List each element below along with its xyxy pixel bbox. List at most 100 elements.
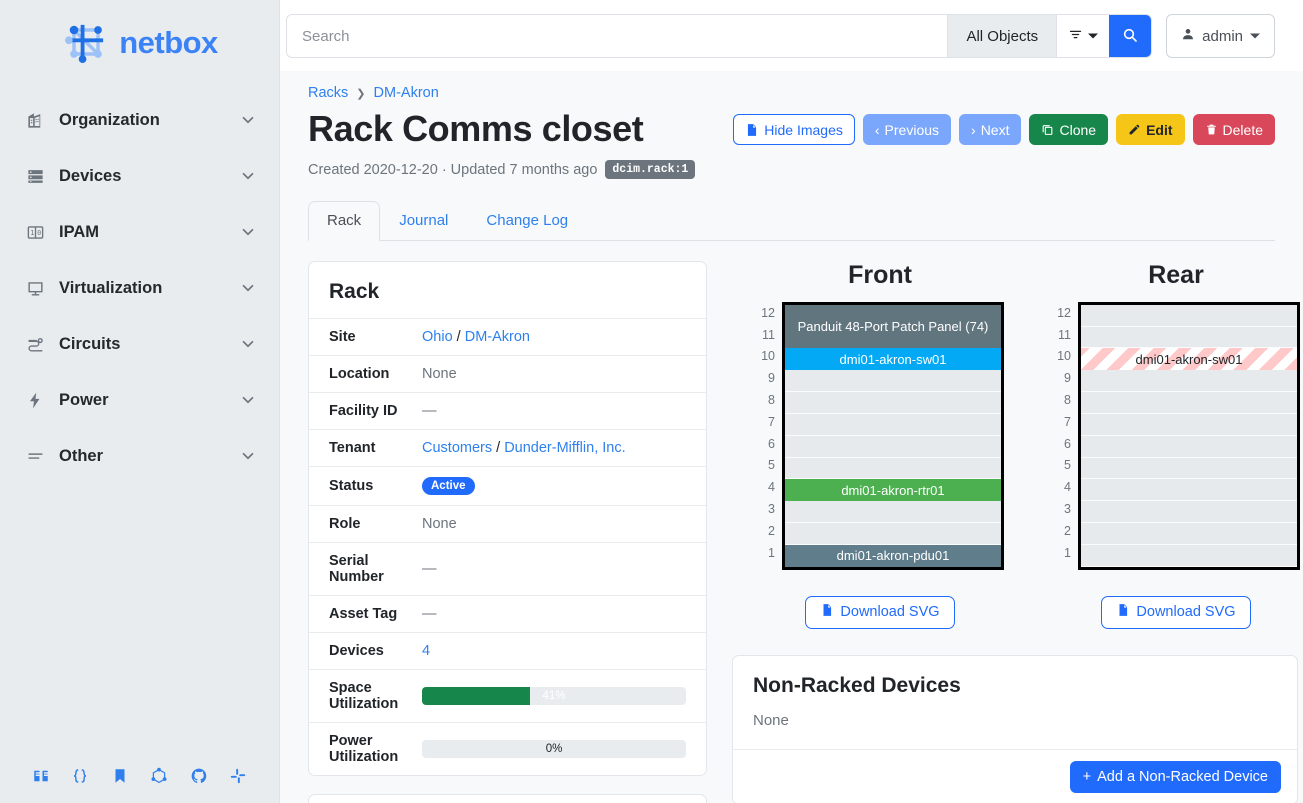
rack-unit-slot[interactable] [1081, 413, 1297, 436]
chevron-down-icon [1250, 28, 1260, 45]
sidebar-nav: Organization Devices [0, 88, 279, 484]
search-submit-button[interactable] [1109, 15, 1152, 57]
rack-unit-slot[interactable] [1081, 544, 1297, 567]
status-label: Status [309, 465, 422, 506]
rack-device[interactable]: dmi01-akron-pdu01 [785, 544, 1001, 567]
rack-device[interactable]: Panduit 48-Port Patch Panel (74) [785, 304, 1001, 349]
github-icon[interactable] [186, 763, 212, 789]
rack-unit-slot[interactable] [1081, 479, 1297, 502]
brand-logo-area[interactable]: netbox [0, 0, 279, 88]
user-menu-button[interactable]: admin [1166, 14, 1275, 58]
rack-unit-label: 3 [1064, 502, 1071, 517]
hide-images-button[interactable]: Hide Images [733, 114, 855, 145]
image-icon [745, 123, 759, 137]
rack-unit-slot[interactable] [785, 523, 1001, 545]
space-utilization-bar [422, 686, 531, 705]
tenant-group-link[interactable]: Customers [422, 439, 493, 456]
tab-journal[interactable]: Journal [399, 212, 449, 230]
api-icon[interactable] [67, 763, 93, 789]
sidebar-item-devices[interactable]: Devices [0, 148, 279, 204]
breadcrumb-site-link[interactable]: DM-Akron [373, 85, 439, 101]
bookmark-icon[interactable] [107, 763, 133, 789]
rack-unit-slot[interactable] [785, 413, 1001, 436]
clone-label: Clone [1059, 121, 1097, 138]
building-icon [24, 109, 46, 131]
hide-images-label: Hide Images [764, 121, 843, 138]
site-region-link[interactable]: Ohio [422, 328, 453, 345]
sidebar-item-other[interactable]: Other [0, 428, 279, 484]
page-title: Rack Comms closet [308, 108, 644, 149]
rack-device[interactable]: dmi01-akron-sw01 [785, 348, 1001, 371]
clone-button[interactable]: Clone [1029, 114, 1109, 145]
rack-unit-slot[interactable] [1081, 304, 1297, 327]
add-non-racked-device-button[interactable]: + Add a Non-Racked Device [1069, 760, 1281, 793]
search-scope-select[interactable]: All Objects [947, 15, 1057, 57]
tab-rack[interactable]: Rack [308, 201, 381, 241]
circuit-icon [24, 333, 46, 355]
download-svg-front-button[interactable]: Download SVG [805, 595, 955, 629]
rack-unit-slot[interactable] [1081, 435, 1297, 458]
slack-icon[interactable] [225, 763, 251, 789]
download-svg-rear-button[interactable]: Download SVG [1101, 595, 1251, 629]
previous-button[interactable]: ‹ Previous [862, 114, 952, 145]
brand-name: netbox [119, 24, 218, 60]
rack-device[interactable]: dmi01-akron-rtr01 [785, 479, 1001, 502]
rear-unit-labels: 12 11 10 9 8 7 6 5 4 3 2 1 [1052, 302, 1078, 565]
breadcrumb-racks-link[interactable]: Racks [308, 85, 349, 101]
edit-button[interactable]: Edit [1116, 114, 1185, 145]
rack-unit-label: 5 [768, 458, 775, 473]
rack-unit-label: 3 [768, 502, 775, 517]
tab-change-log[interactable]: Change Log [486, 212, 569, 230]
rear-download-row: Download SVG [1101, 595, 1251, 629]
rack-elevation-rear: Rear 12 11 10 9 8 7 6 5 4 3 2 1 dmi01-akron-sw01 [1028, 261, 1303, 629]
rack-unit-label: 11 [762, 327, 775, 342]
devices-value: 4 [422, 631, 706, 670]
asset-tag-label: Asset Tag [309, 594, 422, 633]
tenant-name-link[interactable]: Dunder-Mifflin, Inc. [504, 439, 626, 456]
docs-icon[interactable] [28, 763, 54, 789]
rack-unit-label: 1 [1064, 545, 1071, 560]
rack-unit-slot[interactable] [785, 501, 1001, 524]
sidebar-item-virtualization[interactable]: Virtualization [0, 260, 279, 316]
rack-unit-label: 12 [761, 305, 775, 320]
object-meta: Created 2020-12-20 · Updated 7 months ag… [308, 160, 696, 180]
sidebar-item-circuits[interactable]: Circuits [0, 316, 279, 372]
created-updated-text: Created 2020-12-20 · Updated 7 months ag… [308, 161, 598, 178]
next-button[interactable]: › Next [959, 114, 1022, 145]
rack-unit-slot[interactable] [785, 392, 1001, 414]
sidebar-item-label: Power [59, 390, 109, 409]
search-input[interactable] [287, 15, 948, 57]
rack-device[interactable]: dmi01-akron-sw01 [1081, 348, 1297, 371]
search-filter-button[interactable] [1056, 15, 1110, 57]
chevron-down-icon [1088, 28, 1099, 44]
table-row-role: Role None [309, 504, 706, 543]
table-row-space-utilization: Space Utilization 41% [309, 668, 706, 723]
facility-id-value: — [422, 391, 706, 430]
rack-unit-slot[interactable] [1081, 501, 1297, 524]
table-row-facility-id: Facility ID — [309, 391, 706, 430]
rack-unit-slot[interactable] [1081, 457, 1297, 480]
sidebar-item-power[interactable]: Power [0, 372, 279, 428]
rack-unit-slot[interactable] [1081, 392, 1297, 414]
rack-unit-label: 10 [761, 349, 775, 364]
sidebar-item-organization[interactable]: Organization [0, 92, 279, 148]
rack-unit-label: 10 [1057, 349, 1071, 364]
graphql-icon[interactable] [146, 763, 172, 789]
rack-unit-slot[interactable] [1081, 523, 1297, 545]
rack-unit-slot[interactable] [785, 435, 1001, 458]
sidebar-footer-links [0, 749, 279, 803]
devices-label: Devices [309, 631, 422, 670]
rack-unit-slot[interactable] [785, 370, 1001, 393]
rack-unit-slot[interactable] [1081, 326, 1297, 349]
table-row-site: Site Ohio / DM-Akron [309, 317, 706, 356]
site-name-link[interactable]: DM-Akron [464, 328, 530, 345]
rack-unit-slot[interactable] [785, 457, 1001, 480]
front-download-row: Download SVG [805, 595, 955, 629]
rack-unit-slot[interactable] [1081, 370, 1297, 393]
rack-details-card: Rack Site Ohio / DM-Akron [308, 260, 707, 776]
non-racked-title: Non-Racked Devices [753, 673, 961, 697]
devices-count-link[interactable]: 4 [422, 642, 431, 659]
delete-button[interactable]: Delete [1192, 114, 1275, 145]
sidebar-item-ipam[interactable]: 1 0 IPAM [0, 204, 279, 260]
